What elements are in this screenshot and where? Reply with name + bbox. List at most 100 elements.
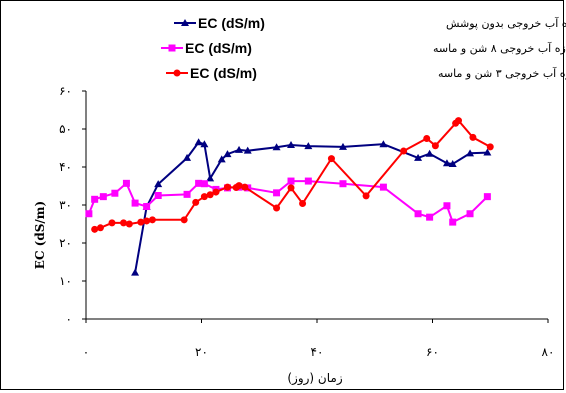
square-marker [200,180,208,188]
legend-entry-2: EC (dS/m) زه آب خروجی ۸ شن و ماسه [161,40,566,56]
legend-series-name: زه آب خروجی بدون پوشش [446,16,566,30]
square-marker [287,177,295,185]
triangle-marker [304,142,313,150]
square-marker [426,213,434,221]
y-tick-label: ۴۰ [59,160,72,174]
triangle-marker [217,155,226,163]
triangle-marker [223,150,232,158]
circle-marker [108,219,116,227]
triangle-marker [131,268,140,276]
legend-entry-3: EC (dS/m) زه آب خروجی ۳ شن و ماسه [166,65,566,81]
circle-marker [120,219,128,227]
legend-series-name: زه آب خروجی ۳ شن و ماسه [438,66,566,80]
circle-marker [486,143,494,151]
legend-entry-1: EC (dS/m) زه آب خروجی بدون پوشش [174,15,566,31]
circle-marker [206,191,214,199]
square-marker [131,199,139,207]
square-marker [273,189,281,197]
triangle-marker [272,143,281,151]
square-marker [122,179,130,187]
square-marker [304,177,312,185]
circle-marker [96,224,104,232]
circle-marker [173,69,181,77]
square-marker [339,180,347,188]
triangle-marker [448,159,457,167]
y-tick-label: ۱۰ [59,274,72,288]
circle-marker [287,184,295,192]
series-layer [85,117,494,276]
triangle-marker [183,153,192,161]
square-marker [449,218,457,226]
triangle-marker [243,146,252,154]
square-marker [183,190,191,198]
square-marker [168,44,176,52]
axes: ۰ ۱۰ ۲۰ ۳۰ ۴۰ ۵۰ ۶۰ ۰ ۲۰ ۴۰ ۶۰ ۸۰ زمان (روز) EC (dS/m… [33,84,554,386]
y-tick-label: ۰ [66,312,72,326]
circle-marker [241,183,249,191]
circle-marker [400,147,408,155]
triangle-marker [287,140,296,148]
legend-ec-label: EC (dS/m) [185,40,252,56]
x-tick-label: ۶۰ [426,345,439,359]
square-marker [414,210,422,218]
triangle-marker [442,159,451,167]
circle-marker [299,199,307,207]
series-3 [91,117,494,233]
square-marker [443,202,451,210]
x-axis-title: زمان (روز) [287,371,342,386]
triangle-marker [425,149,434,157]
triangle-marker [466,149,475,157]
series-line [94,119,491,231]
square-marker [143,203,151,211]
series-1 [131,138,492,276]
circle-marker [423,135,431,142]
y-tick-label: ۳۰ [59,198,72,212]
legend: EC (dS/m) زه آب خروجی بدون پوشش EC (dS/m) ز… [161,15,566,81]
triangle-marker [483,148,492,156]
y-tick-label: ۲۰ [59,236,72,250]
circle-marker [273,204,281,212]
triangle-marker [379,140,388,148]
square-marker [99,193,107,201]
square-marker [483,193,491,201]
circle-marker [235,182,243,190]
square-marker [379,183,387,191]
series-line [134,141,488,273]
y-tick-label: ۵۰ [59,122,72,136]
triangle-marker [414,153,423,161]
triangle-marker [235,145,244,153]
circle-marker [223,183,231,191]
triangle-marker [154,180,163,188]
circle-marker [454,117,462,125]
square-marker [195,179,203,187]
circle-marker [469,133,477,141]
circle-marker [192,198,200,206]
circle-marker [431,142,439,150]
triangle-marker [181,19,189,26]
x-tick-label: ۰ [83,345,89,359]
x-tick-label: ۴۰ [311,345,324,359]
circle-marker [180,216,188,224]
circle-marker [137,218,145,226]
y-axis-title: EC (dS/m) [33,201,47,269]
circle-marker [200,193,208,201]
legend-ec-label: EC (dS/m) [190,65,257,81]
triangle-marker [194,138,203,146]
circle-marker [125,220,133,228]
x-tick-label: ۲۰ [195,345,208,359]
square-marker [85,210,93,218]
circle-marker [91,225,99,233]
square-marker [466,210,474,218]
legend-ec-label: EC (dS/m) [198,15,265,31]
circle-marker [143,217,151,225]
triangle-marker [338,142,347,150]
triangle-marker [206,174,215,182]
square-marker [91,195,99,203]
square-marker [111,189,119,197]
triangle-marker [200,140,209,148]
circle-marker [327,155,335,163]
circle-marker [148,216,156,224]
y-tick-label: ۶۰ [59,84,72,98]
